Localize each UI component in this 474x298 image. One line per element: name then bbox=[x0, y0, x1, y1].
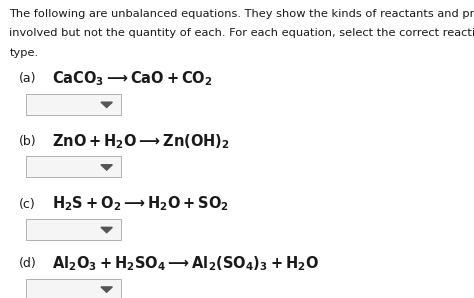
FancyBboxPatch shape bbox=[26, 219, 121, 240]
Polygon shape bbox=[101, 102, 112, 108]
Text: type.: type. bbox=[9, 48, 38, 58]
Text: $\mathbf{CaCO_3 {\longrightarrow} CaO + CO_2}$: $\mathbf{CaCO_3 {\longrightarrow} CaO + … bbox=[52, 70, 213, 88]
Text: (b): (b) bbox=[19, 135, 36, 148]
Text: $\mathbf{ZnO + H_2O {\longrightarrow} Zn(OH)_2}$: $\mathbf{ZnO + H_2O {\longrightarrow} Zn… bbox=[52, 132, 230, 151]
Polygon shape bbox=[101, 165, 112, 170]
Text: (d): (d) bbox=[19, 257, 36, 270]
Text: (c): (c) bbox=[19, 198, 36, 211]
Text: The following are unbalanced equations. They show the kinds of reactants and pro: The following are unbalanced equations. … bbox=[9, 9, 474, 19]
Text: $\mathbf{Al_2O_3 + H_2SO_4 {\longrightarrow} Al_2(SO_4)_3 + H_2O}$: $\mathbf{Al_2O_3 + H_2SO_4 {\longrightar… bbox=[52, 254, 319, 273]
Text: $\mathbf{H_2S + O_2 {\longrightarrow} H_2O + SO_2}$: $\mathbf{H_2S + O_2 {\longrightarrow} H_… bbox=[52, 195, 229, 213]
FancyBboxPatch shape bbox=[26, 279, 121, 298]
Text: (a): (a) bbox=[19, 72, 36, 86]
Polygon shape bbox=[101, 287, 112, 292]
Text: involved but not the quantity of each. For each equation, select the correct rea: involved but not the quantity of each. F… bbox=[9, 28, 474, 38]
FancyBboxPatch shape bbox=[26, 156, 121, 177]
Polygon shape bbox=[101, 227, 112, 233]
FancyBboxPatch shape bbox=[26, 94, 121, 115]
